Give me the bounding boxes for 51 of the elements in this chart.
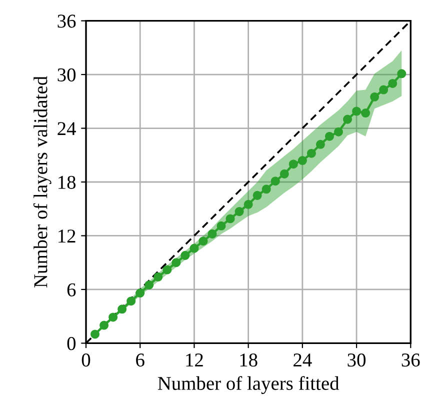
x-tick-label: 24 bbox=[294, 354, 312, 366]
point bbox=[252, 190, 262, 200]
point bbox=[180, 250, 190, 260]
point bbox=[280, 169, 289, 178]
y-tick-label: 18 bbox=[58, 176, 76, 189]
point bbox=[370, 92, 380, 102]
point bbox=[334, 127, 344, 136]
y-tick-label: 0 bbox=[67, 337, 76, 350]
point bbox=[126, 296, 136, 306]
x-tick-label: 12 bbox=[186, 354, 203, 366]
point bbox=[216, 221, 226, 230]
point bbox=[90, 330, 100, 339]
point bbox=[162, 265, 172, 274]
point bbox=[270, 176, 280, 186]
point bbox=[190, 244, 199, 253]
point bbox=[343, 114, 352, 124]
point bbox=[388, 78, 398, 88]
point bbox=[379, 85, 388, 94]
x-tick-label: 30 bbox=[348, 353, 366, 367]
y-tick-label: 6 bbox=[67, 283, 76, 296]
point bbox=[298, 156, 307, 166]
point bbox=[154, 272, 163, 282]
y-tick-label: 36 bbox=[58, 14, 76, 28]
y-tick-label: 24 bbox=[58, 122, 76, 136]
point bbox=[136, 288, 145, 298]
point bbox=[306, 148, 316, 158]
point bbox=[208, 229, 217, 238]
y-axis-title: Number of layers validated bbox=[33, 76, 52, 288]
point bbox=[324, 132, 334, 141]
point bbox=[288, 160, 298, 169]
point bbox=[100, 320, 109, 330]
point bbox=[172, 258, 181, 268]
point bbox=[352, 106, 362, 116]
point bbox=[361, 108, 370, 118]
x-axis-title: Number of layers fitted bbox=[158, 376, 340, 394]
point bbox=[118, 304, 127, 314]
x-tick-label: 6 bbox=[136, 354, 144, 367]
x-tick-label: 0 bbox=[82, 353, 90, 367]
point bbox=[234, 207, 244, 216]
point bbox=[316, 140, 325, 149]
point bbox=[244, 200, 253, 209]
x-tick-label: 18 bbox=[240, 353, 258, 367]
y-tick-label: 12 bbox=[58, 230, 76, 242]
point bbox=[226, 214, 235, 224]
point bbox=[397, 69, 406, 78]
point bbox=[262, 184, 271, 194]
x-tick-label: 36 bbox=[402, 354, 420, 367]
y-tick-label: 30 bbox=[58, 68, 76, 82]
point bbox=[198, 236, 208, 246]
point bbox=[108, 312, 118, 322]
point bbox=[144, 280, 154, 290]
